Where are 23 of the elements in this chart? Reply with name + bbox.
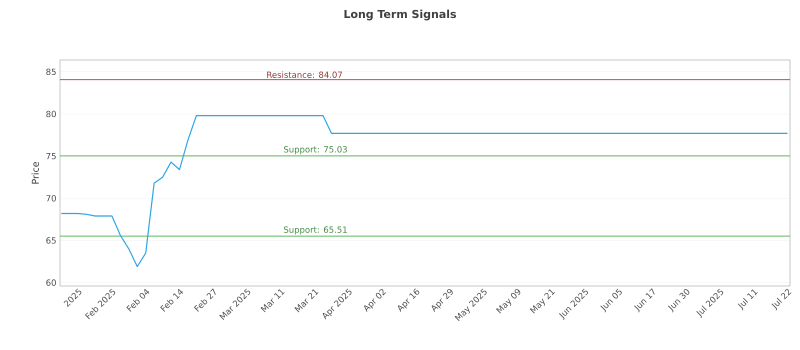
ref-line-label: Support: 65.51 bbox=[284, 226, 347, 234]
x-tick-label: Jul 11 bbox=[738, 289, 758, 311]
ref-line-label: Resistance: 84.07 bbox=[267, 71, 342, 78]
x-tick-label: Jun 05 bbox=[600, 288, 622, 313]
x-tick-label: Apr 16 bbox=[398, 288, 420, 312]
x-tick-label: Feb 14 bbox=[160, 288, 184, 312]
x-tick-label: Mar 21 bbox=[294, 289, 318, 312]
y-tick-label: 80 bbox=[46, 110, 56, 118]
x-tick-label: Apr 02 bbox=[364, 289, 386, 312]
x-tick-label: Feb 27 bbox=[194, 288, 216, 312]
y-tick-label: 60 bbox=[46, 279, 56, 286]
y-tick-label: 85 bbox=[46, 68, 56, 76]
x-tick-label: Jun 17 bbox=[634, 288, 655, 312]
chart-title: Long Term Signals bbox=[344, 10, 456, 20]
y-tick-label: 65 bbox=[46, 237, 56, 244]
y-tick-label: 75 bbox=[46, 152, 56, 160]
x-tick-label: Jul 22 bbox=[771, 289, 792, 311]
y-tick-label: 70 bbox=[46, 195, 56, 202]
x-tick-label: Apr 29 bbox=[432, 289, 453, 312]
y-axis-title: Price bbox=[32, 162, 39, 184]
x-tick-label: Jun 30 bbox=[668, 289, 690, 313]
x-tick-label: Feb 04 bbox=[126, 288, 150, 312]
ref-line-label: Support: 75.03 bbox=[284, 146, 347, 154]
